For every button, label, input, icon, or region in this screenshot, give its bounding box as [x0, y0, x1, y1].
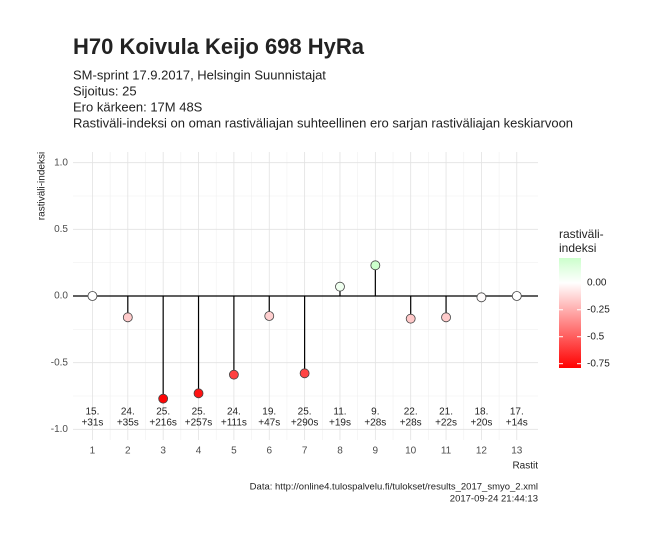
point — [335, 281, 345, 292]
colorbar-label: -0.5 — [587, 331, 605, 342]
point — [511, 291, 522, 301]
point-label: +28s — [364, 418, 386, 429]
x-tick-label: 7 — [302, 446, 308, 457]
point-label: 9. — [371, 407, 379, 418]
point-label: +111s — [221, 418, 247, 429]
y-tick-label: 1.0 — [54, 157, 68, 168]
x-tick-label: 13 — [511, 446, 523, 457]
y-tick-label: 0.5 — [54, 224, 68, 235]
y-tick-label: -0.5 — [51, 357, 69, 368]
point-label: 25. — [192, 407, 206, 418]
colorbar-label: 0.00 — [587, 277, 607, 288]
point-label: 19. — [262, 407, 276, 418]
point-label: +22s — [435, 418, 457, 429]
point-label: 18. — [474, 407, 488, 418]
point — [405, 313, 416, 324]
legend-title: indeksi — [559, 241, 596, 255]
colorbar-label: -0.75 — [587, 358, 610, 369]
x-tick-label: 2 — [125, 446, 131, 457]
point — [299, 368, 310, 379]
x-axis-label: Rastit — [512, 461, 538, 472]
point-label: 25. — [156, 407, 170, 418]
x-tick-label: 9 — [373, 446, 379, 457]
colorbar-label: -0.25 — [587, 304, 610, 315]
legend-title: rastiväli- — [559, 227, 604, 241]
subtitle: SM-sprint 17.9.2017, Helsingin Suunnista… — [73, 67, 326, 82]
point — [122, 312, 133, 323]
point — [87, 291, 98, 301]
x-tick-label: 11 — [441, 446, 452, 457]
point-label: +19s — [329, 418, 351, 429]
point-label: 25. — [298, 407, 312, 418]
colorbar — [559, 258, 581, 368]
point-label: 21. — [439, 407, 453, 418]
point-label: 15. — [85, 407, 99, 418]
point-label: +47s — [258, 418, 280, 429]
subtitle: Rastiväli-indeksi on oman rastiväliajan … — [73, 115, 573, 130]
point — [264, 311, 275, 321]
point-label: +31s — [81, 418, 103, 429]
x-tick-label: 6 — [266, 446, 272, 457]
point-label: 17. — [510, 407, 524, 418]
point-label: +216s — [149, 418, 177, 429]
x-tick-label: 3 — [160, 446, 166, 457]
point-label: 11. — [333, 407, 346, 418]
point — [370, 260, 381, 271]
x-tick-label: 12 — [476, 446, 488, 457]
y-axis-label: rastiväli-indeksi — [37, 152, 48, 220]
point-label: +35s — [117, 418, 139, 429]
x-tick-label: 1 — [90, 446, 96, 457]
point — [228, 369, 239, 380]
x-tick-label: 8 — [337, 446, 343, 457]
y-tick-label: 0.0 — [54, 291, 68, 302]
x-tick-label: 4 — [196, 446, 202, 457]
x-tick-label: 5 — [231, 446, 237, 457]
caption: 2017-09-24 21:44:13 — [450, 494, 538, 505]
point-label: +257s — [185, 418, 213, 429]
caption: Data: http://online4.tulospalvelu.fi/tul… — [250, 482, 538, 493]
point-label: +14s — [506, 418, 528, 429]
point-label: +28s — [400, 418, 422, 429]
subtitle: Ero kärkeen: 17M 48S — [73, 99, 203, 114]
point-label: 24. — [121, 407, 135, 418]
point-label: 22. — [404, 407, 418, 418]
chart-title: H70 Koivula Keijo 698 HyRa — [73, 34, 365, 59]
point-label: +290s — [291, 418, 319, 429]
point — [441, 312, 451, 323]
y-tick-label: -1.0 — [51, 424, 69, 435]
x-tick-label: 10 — [405, 446, 417, 457]
point-label: 24. — [227, 407, 241, 418]
subtitle: Sijoitus: 25 — [73, 83, 137, 98]
point — [476, 292, 487, 303]
point — [193, 388, 204, 399]
point-label: +20s — [470, 418, 492, 429]
point — [158, 393, 169, 404]
